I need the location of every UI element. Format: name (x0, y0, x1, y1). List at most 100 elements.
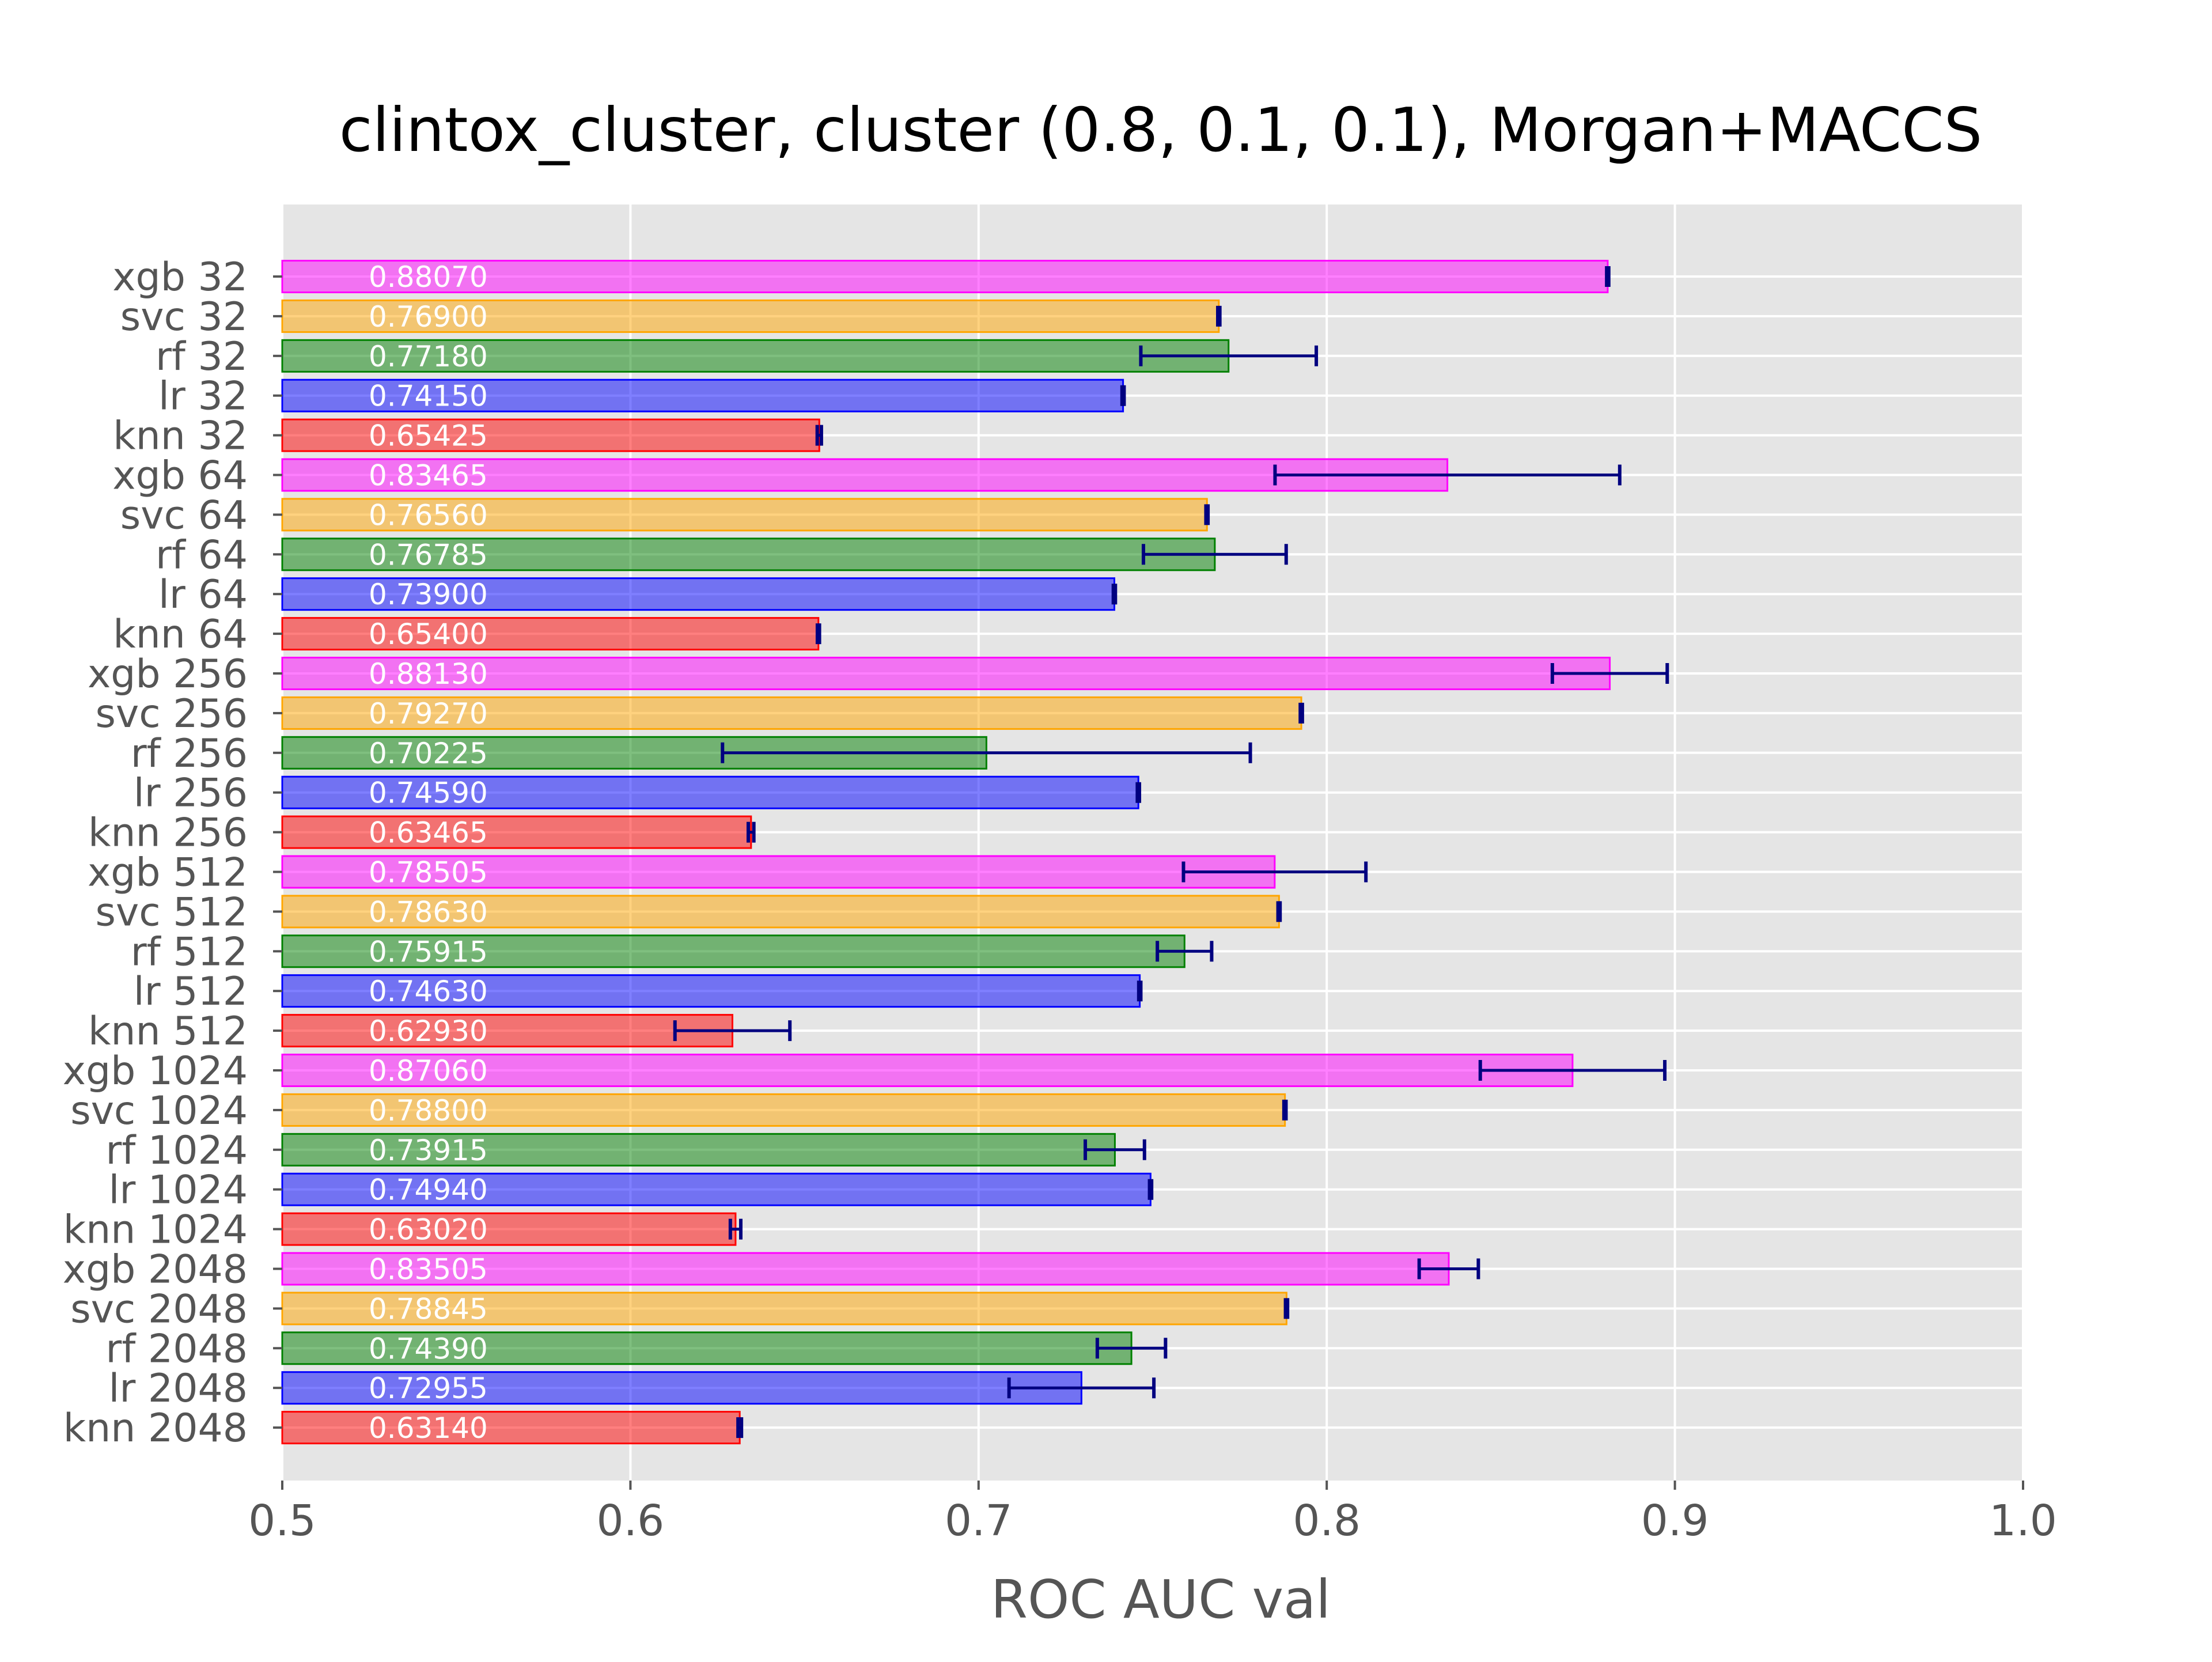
bar-xgb-512 (281, 855, 1276, 889)
y-tick-label: rf 256 (131, 731, 248, 777)
bar-svc-512 (281, 895, 1280, 929)
bar-value-label: 0.76900 (369, 300, 488, 334)
bar-value-label: 0.74630 (369, 975, 488, 1008)
y-tick-label: xgb 2048 (63, 1247, 248, 1293)
y-tick-label: xgb 1024 (63, 1048, 248, 1094)
bar-value-label: 0.77180 (369, 340, 488, 373)
error-bar (1283, 1298, 1290, 1319)
bar-value-label: 0.63465 (369, 816, 488, 850)
error-bar (1273, 464, 1622, 486)
error-bar (1084, 1139, 1146, 1160)
error-bar (1282, 1099, 1288, 1120)
error-bar (1417, 1258, 1480, 1279)
bar-value-label: 0.83505 (369, 1253, 488, 1286)
y-tick-label: knn 32 (113, 414, 248, 459)
bar-value-label: 0.74590 (369, 777, 488, 810)
y-tick-label: rf 64 (156, 532, 248, 578)
bar-svc-1024 (281, 1093, 1286, 1127)
error-bar (1605, 266, 1611, 287)
bar-value-label: 0.65425 (369, 419, 488, 453)
bar-lr-1024 (281, 1172, 1152, 1206)
y-tick-label: svc 1024 (70, 1088, 248, 1134)
x-tick-label: 1.0 (1989, 1496, 2057, 1546)
error-bar (1120, 385, 1126, 406)
error-bar (1298, 702, 1304, 724)
y-tick-label: xgb 512 (88, 850, 248, 896)
x-tick-label: 0.7 (945, 1496, 1013, 1546)
y-tick-label: lr 2048 (108, 1366, 248, 1411)
bar-value-label: 0.88130 (369, 657, 488, 691)
bar-value-label: 0.79270 (369, 697, 488, 730)
x-tick-label: 0.5 (248, 1496, 316, 1546)
bar-value-label: 0.76560 (369, 498, 488, 532)
bar-value-label: 0.74940 (369, 1173, 488, 1207)
bar-value-label: 0.88070 (369, 260, 488, 294)
y-tick-label: lr 64 (158, 572, 248, 618)
error-bar (1095, 1338, 1168, 1359)
bar-value-label: 0.78630 (369, 895, 488, 929)
bar-lr-64 (281, 577, 1116, 611)
error-bar (1111, 584, 1118, 605)
x-axis-ticks: 0.5 0.6 0.7 0.8 0.9 1.0 (248, 1481, 2057, 1546)
bar-value-label: 0.74390 (369, 1332, 488, 1365)
bar-value-label: 0.87060 (369, 1054, 488, 1088)
bar-value-label: 0.74150 (369, 380, 488, 413)
bar-value-label: 0.75915 (369, 935, 488, 968)
chart-title: clintox_cluster, cluster (0.8, 0.1, 0.1)… (339, 95, 1982, 165)
bar-rf-32 (281, 339, 1230, 373)
error-bar (815, 623, 821, 645)
bar-value-label: 0.78505 (369, 856, 488, 889)
y-tick-label: knn 512 (88, 1009, 248, 1054)
error-bar (1550, 663, 1669, 684)
error-bar (1156, 941, 1214, 962)
bar-value-label: 0.65400 (369, 618, 488, 651)
y-tick-label: xgb 256 (88, 652, 248, 697)
y-tick-label: rf 512 (131, 929, 248, 975)
error-bar (728, 1218, 743, 1240)
x-tick-label: 0.8 (1293, 1496, 1361, 1546)
bar-value-label: 0.72955 (369, 1372, 488, 1405)
bar-lr-256 (281, 775, 1139, 809)
error-bar (1137, 980, 1143, 1002)
bar-rf-2048 (281, 1331, 1132, 1365)
y-tick-label: lr 256 (134, 771, 248, 816)
error-bar (1135, 782, 1142, 803)
bar-xgb-2048 (281, 1252, 1450, 1286)
error-bar (1478, 1060, 1667, 1081)
x-tick-label: 0.9 (1641, 1496, 1709, 1546)
error-bars (673, 266, 1669, 1438)
x-axis-label: ROC AUC val (991, 1569, 1331, 1630)
bar-knn-256 (281, 815, 752, 849)
y-tick-label: svc 64 (120, 493, 248, 538)
bars (281, 260, 1611, 1445)
y-tick-label: xgb 32 (112, 255, 248, 300)
bar-value-label: 0.63020 (369, 1213, 488, 1247)
y-tick-label: knn 64 (113, 612, 248, 657)
bar-value-label: 0.78800 (369, 1094, 488, 1127)
error-bar (1147, 1179, 1154, 1200)
bar-knn-512 (281, 1014, 733, 1048)
y-tick-label: rf 1024 (105, 1128, 248, 1173)
error-bar (1007, 1377, 1156, 1399)
bar-value-label: 0.62930 (369, 1014, 488, 1048)
bar-xgb-64 (281, 458, 1449, 492)
error-bar (815, 425, 823, 446)
bar-knn-32 (281, 418, 820, 452)
value-labels: 0.88070 0.76900 0.77180 0.74150 0.65425 0.834… (369, 260, 488, 1445)
error-bar (1216, 305, 1222, 327)
error-bar (1141, 544, 1288, 565)
bar-xgb-1024 (281, 1054, 1574, 1087)
y-tick-label: xgb 64 (112, 453, 248, 499)
bar-value-label: 0.76785 (369, 538, 488, 571)
bar-knn-64 (281, 617, 820, 651)
y-tick-label: rf 32 (156, 334, 248, 380)
bar-knn-2048 (281, 1411, 741, 1445)
y-tick-label: svc 32 (120, 294, 248, 340)
error-bar (721, 742, 1252, 763)
y-tick-label: svc 2048 (70, 1286, 248, 1332)
y-tick-label: rf 2048 (105, 1326, 248, 1372)
error-bar (1204, 504, 1210, 525)
bar-value-label: 0.83465 (369, 459, 488, 493)
